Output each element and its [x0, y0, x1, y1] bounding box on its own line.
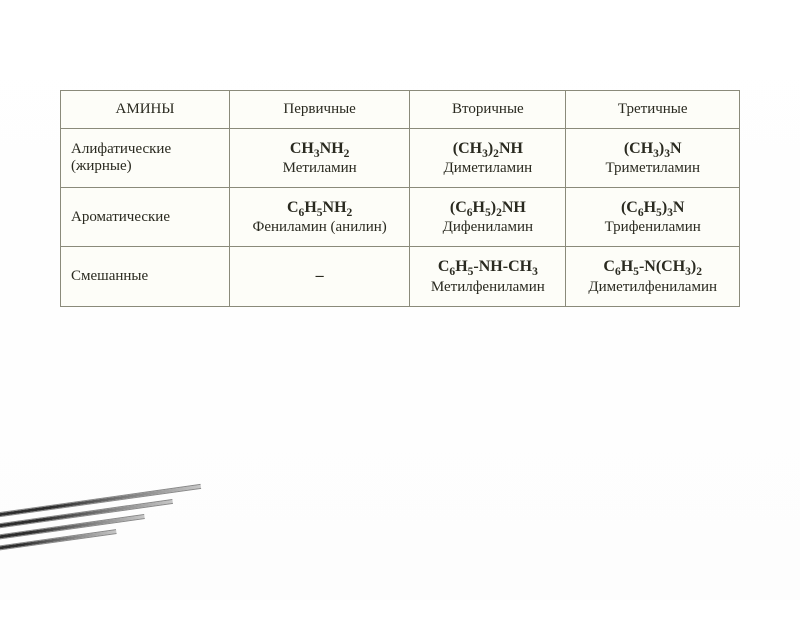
compound-name: Триметиламин: [574, 160, 731, 177]
row-label: Смешанные: [61, 247, 230, 306]
formula: (CH3)3N: [574, 139, 731, 158]
formula: (C6H5)3N: [574, 198, 731, 217]
header-cell: Первичные: [230, 91, 410, 129]
amines-table: АМИНЫ Первичные Вторичные Третичные Алиф…: [60, 90, 740, 307]
table-row: Смешанные – C6H5-NH-CH3 Метилфениламин C…: [61, 247, 740, 306]
compound-name: Диметилфениламин: [574, 279, 731, 296]
table-cell: C6H5NH2 Фениламин (анилин): [230, 188, 410, 247]
header-cell: Вторичные: [410, 91, 566, 129]
table-cell: C6H5-NH-CH3 Метилфениламин: [410, 247, 566, 306]
slide: АМИНЫ Первичные Вторичные Третичные Алиф…: [0, 0, 800, 600]
compound-name: Трифениламин: [574, 219, 731, 236]
formula: (C6H5)2NH: [418, 198, 557, 217]
corner-decoration: [0, 482, 227, 637]
decoration-bar: [0, 484, 201, 524]
compound-name: Диметиламин: [418, 160, 557, 177]
compound-name: Метиламин: [238, 160, 401, 177]
header-cell: АМИНЫ: [61, 91, 230, 129]
compound-name: Дифениламин: [418, 219, 557, 236]
table-row: Ароматические C6H5NH2 Фениламин (анилин)…: [61, 188, 740, 247]
decoration-bar: [0, 514, 145, 545]
table-cell: (CH3)3N Триметиламин: [566, 129, 740, 188]
row-label: Алифатические (жирные): [61, 129, 230, 188]
formula: C6H5-N(CH3)2: [574, 257, 731, 276]
table-header-row: АМИНЫ Первичные Вторичные Третичные: [61, 91, 740, 129]
table-cell: (C6H5)3N Трифениламин: [566, 188, 740, 247]
formula: CH3NH2: [238, 139, 401, 158]
formula: (CH3)2NH: [418, 139, 557, 158]
table-cell: (C6H5)2NH Дифениламин: [410, 188, 566, 247]
compound-name: Метилфениламин: [418, 279, 557, 296]
table-row: Алифатические (жирные) CH3NH2 Метиламин …: [61, 129, 740, 188]
decoration-bar: [0, 529, 117, 556]
header-cell: Третичные: [566, 91, 740, 129]
decoration-bar: [0, 499, 173, 535]
table-cell: (CH3)2NH Диметиламин: [410, 129, 566, 188]
table-cell: –: [230, 247, 410, 306]
formula: –: [238, 266, 401, 285]
compound-name: Фениламин (анилин): [238, 219, 401, 236]
formula: C6H5-NH-CH3: [418, 257, 557, 276]
table-cell: C6H5-N(CH3)2 Диметилфениламин: [566, 247, 740, 306]
table-cell: CH3NH2 Метиламин: [230, 129, 410, 188]
formula: C6H5NH2: [238, 198, 401, 217]
row-label: Ароматические: [61, 188, 230, 247]
